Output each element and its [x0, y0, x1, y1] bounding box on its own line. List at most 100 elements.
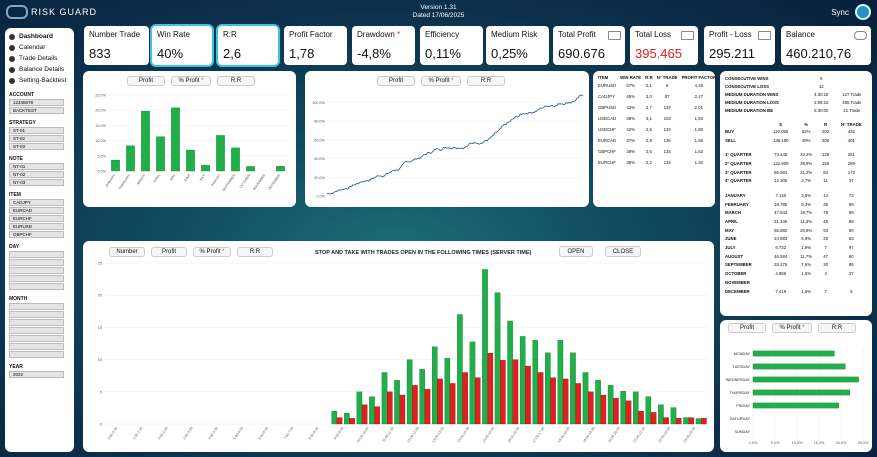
kpi-value: 40% — [157, 46, 184, 61]
filter-day-option[interactable] — [9, 283, 64, 290]
pct-profit-button[interactable]: % Profit * — [421, 76, 461, 86]
x-tick-label: 23:00-23:30 — [683, 426, 697, 443]
profit-button[interactable]: Profit — [127, 76, 165, 86]
loss-bar — [449, 383, 456, 425]
table-cell: 122.809 — [772, 160, 789, 166]
nav-item[interactable]: Setting-Backtest — [9, 75, 70, 86]
rr-button[interactable]: R:R — [217, 76, 255, 86]
table-row: JULY 6.732 1,9% 7 97 — [723, 243, 869, 252]
profit-button[interactable]: Profit — [151, 247, 187, 257]
filter-month-option[interactable] — [9, 351, 64, 358]
filter-year-option[interactable]: 2022 — [9, 371, 64, 378]
pct-profit-button[interactable]: % Profit * — [772, 323, 812, 333]
filter-day-option[interactable] — [9, 259, 64, 266]
filter-month-option[interactable] — [9, 303, 64, 310]
table-cell: APRIL — [725, 219, 738, 225]
stat-row: MEDIUM DURATION BE 5:30:00 21 Trade — [723, 106, 869, 114]
filter-account-option[interactable]: 12345678 — [9, 99, 64, 106]
filter-strategy-option[interactable]: ST-03 — [9, 143, 64, 150]
x-tick-label: 21:00-21:30 — [632, 426, 646, 443]
bar — [276, 165, 285, 172]
table-cell: 12.306 — [774, 178, 788, 184]
filter-strategy-option[interactable]: ST-02 — [9, 135, 64, 142]
kpi-card: Profit - Loss 295.211 — [704, 26, 775, 65]
filter-month-option[interactable] — [9, 343, 64, 350]
filter-day-option[interactable] — [9, 275, 64, 282]
filter-note-option[interactable]: NT-02 — [9, 171, 64, 178]
filter-note-title: NOTE — [9, 156, 23, 162]
win-bar — [620, 391, 626, 425]
x-tick-label: 16:00-16:30 — [507, 426, 521, 443]
table-cell: 83 — [848, 236, 854, 242]
table-cell: 43% — [626, 105, 635, 110]
filter-day-option[interactable] — [9, 251, 64, 258]
nav-item[interactable]: Dashboard — [9, 31, 70, 42]
y-tick-label: 10,0% — [95, 139, 106, 143]
table-cell: NOVEMBER — [725, 279, 750, 285]
open-button[interactable]: OPEN — [559, 246, 593, 257]
close-button[interactable]: CLOSE — [605, 246, 641, 257]
logo-icon — [6, 5, 28, 19]
kpi-value: -4,8% — [357, 46, 391, 61]
filter-item-option[interactable]: CADJPY — [9, 199, 64, 206]
rr-button[interactable]: R:R — [467, 76, 505, 86]
table-header-row: $% R N° TRADE — [723, 122, 869, 127]
nav-item[interactable]: Trade Details — [9, 53, 70, 64]
y-tick-label: SATURDAY — [730, 417, 751, 421]
rr-button[interactable]: R:R — [818, 323, 856, 333]
filter-item-option[interactable]: EURCAD — [9, 207, 64, 214]
x-tick-label: 19:00-19:30 — [582, 426, 596, 443]
column-header: ITEM — [598, 75, 609, 80]
rr-button[interactable]: R:R — [237, 247, 273, 257]
number-button[interactable]: Number — [109, 247, 145, 257]
profit-button[interactable]: Profit — [728, 323, 766, 333]
table-row: DECEMBER 7.419 1,6% 7 6 — [723, 287, 869, 296]
table-cell: GBPCHF — [598, 149, 616, 154]
table-cell: 73 — [848, 192, 854, 198]
nav-label: Calendar — [19, 44, 46, 51]
y-tick-label: 0,0% — [316, 195, 325, 199]
kpi-card: Number Trade 833 — [84, 26, 149, 65]
win-bar — [406, 359, 413, 425]
filter-item-option[interactable]: EURCHF — [9, 215, 64, 222]
table-cell: BUY — [725, 128, 735, 134]
column-header: WIN RATE — [620, 75, 642, 80]
filter-month-option[interactable] — [9, 327, 64, 334]
table-cell: USDCAD — [598, 116, 617, 121]
pct-profit-button[interactable]: % Profit * — [171, 76, 211, 86]
filter-day-option[interactable] — [9, 267, 64, 274]
kpi-label-text: Profit - Loss — [709, 30, 752, 39]
filter-note-option[interactable]: NT-01 — [9, 163, 64, 170]
filter-strategy-option[interactable]: ST-01 — [9, 127, 64, 134]
table-cell: 173 — [847, 169, 855, 175]
x-tick-label: JULY — [199, 173, 207, 182]
table-cell: 33.275 — [774, 262, 788, 268]
win-bar — [683, 417, 689, 425]
filter-month-option[interactable] — [9, 335, 64, 342]
table-cell: 3,6% — [801, 192, 812, 198]
filter-day-title: DAY — [9, 244, 20, 250]
filter-note-option[interactable]: NT-03 — [9, 179, 64, 186]
nav-item[interactable]: Calendar — [9, 42, 70, 53]
column-header: PROFIT FACTOR — [681, 75, 717, 80]
nav-icon — [9, 44, 15, 51]
x-tick-label: DECEMBER — [267, 173, 281, 191]
column-header: N° TRADE — [656, 75, 678, 80]
table-cell: 86 — [848, 262, 854, 268]
table-cell: FEBRUARY — [725, 201, 749, 207]
sync-button[interactable]: Sync — [831, 4, 871, 20]
filter-item-option[interactable]: GBPCHF — [9, 231, 64, 238]
loss-bar — [550, 377, 556, 425]
loss-bar — [474, 377, 481, 425]
bar — [752, 350, 835, 357]
x-tick-label: 5,0% — [771, 441, 780, 445]
win-bar — [482, 269, 488, 425]
filter-month-option[interactable] — [9, 311, 64, 318]
profit-button[interactable]: Profit — [377, 76, 415, 86]
filter-account-option[interactable]: BACKTEST — [9, 107, 64, 114]
loss-bar — [575, 383, 582, 425]
nav-item[interactable]: Balance Details — [9, 64, 70, 75]
filter-month-option[interactable] — [9, 319, 64, 326]
pct-profit-button[interactable]: % Profit * — [193, 247, 231, 257]
filter-item-option[interactable]: EURUSD — [9, 223, 64, 230]
